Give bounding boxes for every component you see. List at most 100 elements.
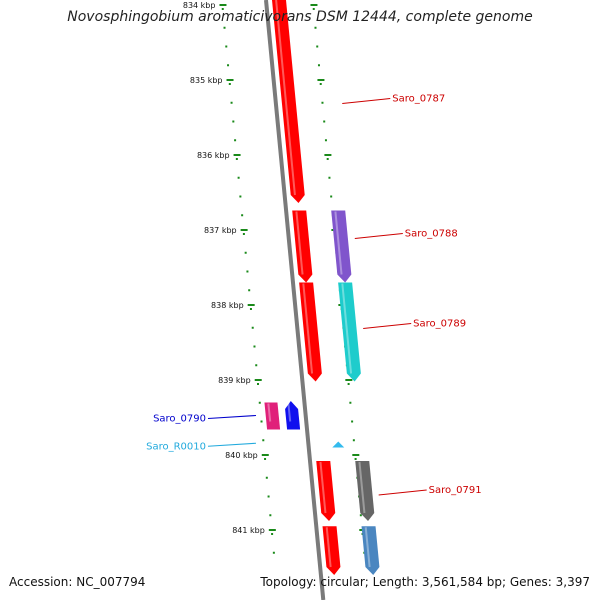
gene-arrow-body (264, 402, 281, 430)
gene-label[interactable]: Saro_0791 (429, 485, 482, 496)
gene-arrow[interactable] (338, 282, 361, 382)
gene-label[interactable]: Saro_0787 (392, 94, 445, 105)
ruler-dot (241, 214, 244, 217)
ruler-major-tick (247, 304, 255, 306)
ruler-major-tick (226, 79, 234, 81)
ruler-dot (221, 8, 224, 10)
gene-arrow-body (331, 210, 352, 283)
ruler-dot (272, 551, 275, 554)
ruler-dot (271, 533, 274, 535)
gene-arrow-highlight (364, 527, 371, 568)
ruler-dot (244, 251, 247, 254)
rna-feature[interactable] (332, 441, 345, 448)
features (264, 0, 380, 575)
ruler-dot (269, 514, 272, 517)
gene-arrow[interactable] (361, 526, 380, 575)
ruler-dot (260, 420, 263, 423)
gene-arrow-highlight (358, 461, 366, 514)
gene-arrow[interactable] (331, 210, 352, 283)
gene-label[interactable]: Saro_R0010 (146, 441, 206, 452)
gene-arrow-body (338, 282, 361, 382)
ruler-dot (323, 120, 326, 123)
ruler-dot (317, 64, 320, 67)
gene-arrow[interactable] (292, 210, 313, 283)
gene-arrow-highlight (275, 0, 296, 196)
ruler-dot (347, 383, 350, 385)
ruler-dot (328, 176, 331, 179)
gene-arrow-highlight (295, 211, 304, 275)
accession-text: Accession: NC_007794 (9, 575, 146, 589)
ruler-dot (230, 101, 233, 104)
ruler-dot (324, 139, 327, 142)
gene-arrow-body (355, 461, 375, 521)
ruler-dot (326, 158, 329, 160)
gene-arrow-highlight (287, 401, 292, 422)
genome-backbone (264, 0, 326, 600)
ruler-major-tick (317, 79, 325, 81)
gene-arrow[interactable] (355, 461, 375, 521)
ruler-dot (312, 8, 315, 10)
ruler-dot (228, 83, 231, 85)
ruler-dot (262, 439, 265, 442)
gene-arrow-highlight (325, 527, 332, 568)
ruler-dot (316, 45, 319, 48)
ruler-dot (255, 364, 258, 367)
ruler-dot (232, 120, 235, 123)
ruler-dot (253, 345, 256, 348)
ruler-dot (227, 64, 230, 67)
gene-arrow-body (361, 526, 380, 575)
ruler-dot (321, 101, 324, 104)
label-leader-line (342, 98, 391, 104)
gene-arrow-body (292, 210, 313, 283)
gene-arrow[interactable] (271, 0, 305, 203)
label-leader-line (354, 233, 403, 239)
ruler-dot (314, 26, 317, 29)
ruler-major-tick (254, 379, 262, 381)
gene-arrow[interactable] (316, 461, 336, 521)
gene-arrow[interactable] (299, 282, 322, 382)
gene-arrow-body (299, 282, 322, 382)
ruler-dot (246, 270, 249, 273)
ruler-dot (354, 458, 357, 460)
ruler-dot (319, 83, 322, 85)
gene-arrow[interactable] (322, 526, 341, 575)
ruler-dot (352, 439, 355, 442)
ruler-dot (249, 308, 252, 310)
ruler-major-tick (345, 379, 353, 381)
label-leader-line (207, 442, 257, 447)
gene-arrow[interactable] (285, 401, 301, 430)
topology-text: Topology: circular; Length: 3,561,584 bp… (260, 575, 590, 589)
ruler-major-tick (219, 4, 227, 6)
ruler-dot (264, 458, 267, 460)
ruler-dot (330, 195, 333, 198)
ruler-dot (251, 326, 254, 329)
gene-arrow-body (316, 461, 336, 521)
ruler-major-tick (233, 154, 241, 156)
ruler-dot (235, 158, 238, 160)
tick-label: 835 kbp (190, 76, 223, 85)
ruler-major-tick (268, 529, 276, 531)
gene-label[interactable]: Saro_0790 (153, 414, 206, 425)
ruler-dot (258, 401, 261, 404)
tick-label: 840 kbp (225, 451, 258, 460)
ruler-dot (267, 495, 270, 498)
ruler-major-tick (324, 154, 332, 156)
ruler-dot (351, 420, 354, 423)
tick-label: 834 kbp (183, 1, 216, 10)
gene-labels: Saro_0787 Saro_0788 Saro_0789 Saro_0790 Saro… (146, 94, 481, 497)
ruler-major-tick (352, 454, 360, 456)
ruler-dot (257, 383, 260, 385)
ruler-dot (359, 514, 362, 517)
ruler-dot (225, 45, 228, 48)
gene-arrow-body (285, 401, 301, 430)
backbone (264, 0, 326, 600)
gene-label[interactable]: Saro_0788 (405, 229, 458, 240)
gene-arrow[interactable] (264, 402, 281, 430)
ruler-dot (349, 401, 352, 404)
gene-arrow-body (271, 0, 305, 203)
tick-label: 837 kbp (204, 226, 237, 235)
gene-label[interactable]: Saro_0789 (413, 319, 466, 330)
ruler-dot (265, 476, 268, 479)
tick-label: 839 kbp (218, 376, 251, 385)
